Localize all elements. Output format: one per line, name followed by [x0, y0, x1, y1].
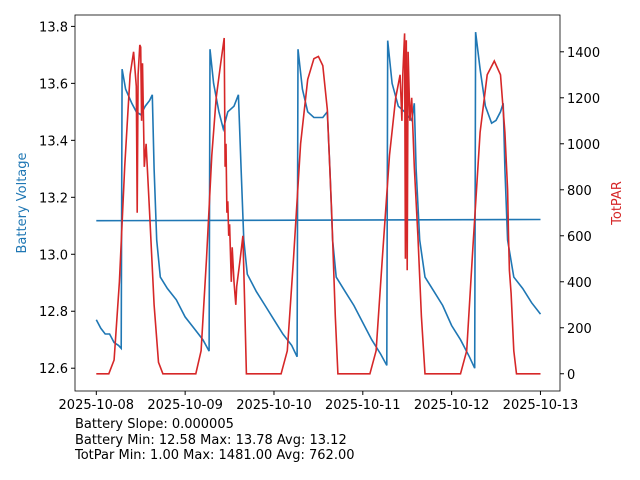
- plot-frame: [74, 14, 561, 392]
- x-tick-label: 2025-10-13: [503, 398, 579, 413]
- x-tick-label: 2025-10-09: [147, 398, 223, 413]
- y-tick-label: 12.6: [39, 362, 68, 377]
- y-tick-label: 13.8: [39, 20, 68, 35]
- series-line-battery-trend: [96, 218, 541, 222]
- y-axis-label: Battery Voltage: [15, 152, 30, 253]
- y2-axis-label: TotPAR: [610, 181, 625, 226]
- y2-tick-label: 200: [567, 322, 592, 337]
- y2-tick-label: 1400: [567, 46, 600, 61]
- y2-tick-label: 1200: [567, 92, 600, 107]
- y2-tick-label: 400: [567, 276, 592, 291]
- stats-annotations: Battery Slope: 0.000005 Battery Min: 12.…: [75, 417, 355, 464]
- y2-tick-label: 1000: [567, 138, 600, 153]
- y2-tick-label: 800: [567, 184, 592, 199]
- series-line-totpar: [96, 33, 541, 375]
- x-tick-label: 2025-10-10: [236, 398, 312, 413]
- series-line-battery-voltage: [95, 32, 542, 369]
- y2-tick-label: 0: [567, 368, 575, 383]
- y2-tick-label: 600: [567, 230, 592, 245]
- battery-stats-text: Battery Min: 12.58 Max: 13.78 Avg: 13.12: [75, 432, 347, 448]
- y-tick-label: 13.4: [39, 134, 68, 149]
- y-tick-label: 13.0: [39, 248, 68, 263]
- y-tick-label: 13.6: [39, 77, 68, 92]
- par-stats-text: TotPar Min: 1.00 Max: 1481.00 Avg: 762.0…: [75, 448, 355, 463]
- battery-slope-text: Battery Slope: 0.000005: [75, 417, 234, 432]
- y-tick-label: 12.8: [39, 305, 68, 320]
- x-tick-label: 2025-10-08: [59, 398, 135, 413]
- y-tick-label: 13.2: [39, 191, 68, 206]
- x-tick-label: 2025-10-11: [325, 398, 401, 413]
- x-tick-label: 2025-10-12: [414, 398, 490, 413]
